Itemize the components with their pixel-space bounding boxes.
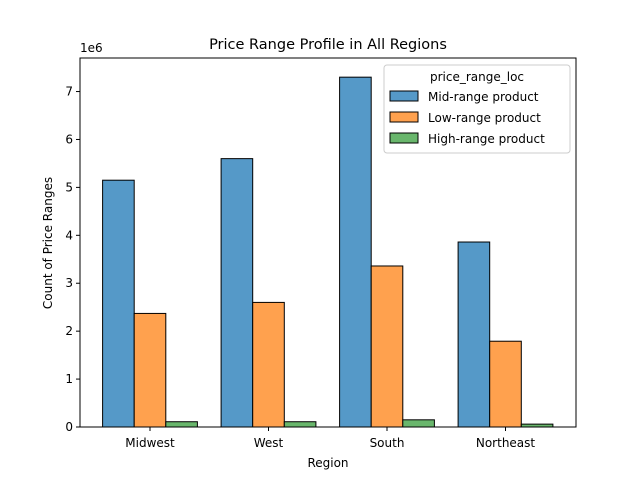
bar-low-range-product-south: [370, 265, 404, 428]
y-tick-label: 1: [65, 372, 73, 386]
bar-mid-range-product-midwest: [102, 179, 135, 428]
legend-swatch: [389, 111, 419, 123]
x-tick-label: Midwest: [125, 436, 175, 450]
y-tick-label: 6: [65, 132, 73, 146]
chart-title: Price Range Profile in All Regions: [209, 37, 447, 53]
bar-mid-range-product-west: [220, 158, 254, 428]
y-tick-label: 7: [65, 85, 73, 99]
y-tick-label: 3: [65, 276, 73, 290]
bar-mid-range-product-northeast: [457, 241, 491, 428]
bar-mid-range-product-south: [339, 76, 372, 428]
bar-low-range-product-west: [252, 301, 285, 428]
plot-frame: [79, 57, 577, 428]
x-tick-label: West: [254, 436, 284, 450]
legend-box: [383, 64, 571, 154]
axes-group: 0 1 2 3 4 5 6 7 Midwest West South Northeast: [65, 57, 577, 450]
legend-swatch: [389, 90, 419, 102]
x-tick-label: Northeast: [476, 436, 536, 450]
legend-entry-label: Mid-range product: [428, 90, 539, 104]
y-axis-label: Count of Price Ranges: [41, 177, 55, 309]
bar-low-range-product-northeast: [489, 340, 522, 428]
y-axis-multiplier: 1e6: [80, 41, 103, 55]
legend-swatch: [389, 132, 419, 144]
y-tick-label: 0: [65, 420, 73, 434]
y-tick-label: 2: [65, 324, 73, 338]
x-tick-label: South: [370, 436, 405, 450]
legend-title: price_range_loc: [430, 70, 524, 84]
y-tick-label: 4: [65, 228, 73, 242]
bars-group: [102, 76, 554, 428]
y-tick-label: 5: [65, 180, 73, 194]
legend: price_range_loc Mid-range product Low-rang…: [383, 64, 571, 154]
bar-high-range-product-midwest: [165, 421, 198, 428]
bar-high-range-product-west: [283, 421, 317, 428]
x-axis-label: Region: [307, 456, 348, 470]
bar-low-range-product-midwest: [133, 312, 167, 428]
legend-entry-label: Low-range product: [428, 111, 541, 125]
legend-entry-label: High-range product: [428, 132, 545, 146]
bar-high-range-product-south: [402, 419, 435, 428]
